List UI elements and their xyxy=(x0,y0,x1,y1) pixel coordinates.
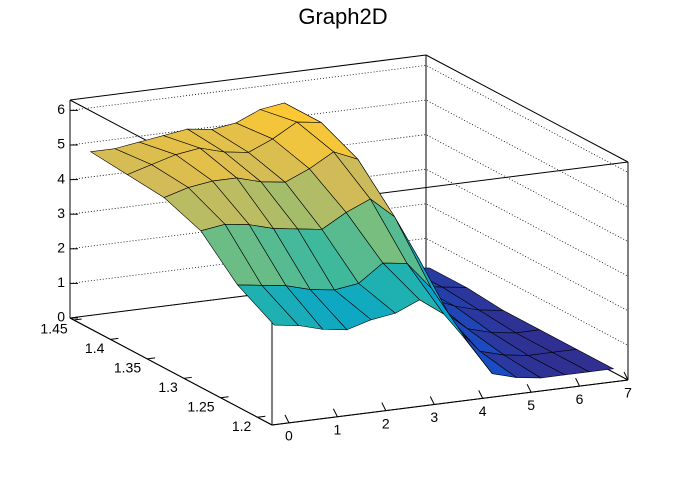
x-tick xyxy=(381,402,387,411)
x-axis-line xyxy=(271,379,629,426)
z-tick-label: 5 xyxy=(57,136,65,152)
y-tick xyxy=(220,396,229,399)
box-edge xyxy=(425,54,629,163)
surface-cell xyxy=(236,284,300,326)
z-tick-label: 1 xyxy=(57,274,65,290)
z-tick-label: 4 xyxy=(57,170,65,186)
y-tick-label: 1.45 xyxy=(40,321,67,337)
x-tick-label: 1 xyxy=(333,421,341,437)
y-tick-label: 1.35 xyxy=(114,360,141,376)
y-tick-label: 1.2 xyxy=(232,418,252,434)
y-tick xyxy=(110,337,119,340)
z-tick-label: 0 xyxy=(57,309,65,325)
z-tick-label: 3 xyxy=(57,205,65,221)
x-tick xyxy=(478,390,484,399)
y-tick-label: 1.4 xyxy=(85,340,105,356)
x-tick-label: 5 xyxy=(527,397,535,413)
x-tick xyxy=(575,377,581,387)
y-tick xyxy=(147,357,156,360)
chart-title: Graph2D xyxy=(298,4,387,29)
x-tick xyxy=(429,396,435,405)
x-tick-label: 0 xyxy=(285,428,293,444)
x-tick-label: 6 xyxy=(576,391,584,407)
x-tick xyxy=(332,408,338,417)
x-tick xyxy=(526,384,532,393)
y-axis-line xyxy=(69,317,273,426)
x-tick-label: 2 xyxy=(382,415,390,431)
y-tick xyxy=(257,415,266,418)
x-tick xyxy=(284,414,290,424)
box-edge xyxy=(69,54,427,101)
z-tick-label: 6 xyxy=(57,101,65,117)
x-tick-label: 4 xyxy=(479,403,487,419)
z-tick-label: 2 xyxy=(57,239,65,255)
y-tick xyxy=(73,318,82,321)
x-tick-label: 3 xyxy=(430,409,438,425)
y-tick xyxy=(183,376,192,379)
y-tick-label: 1.3 xyxy=(158,379,178,395)
x-tick xyxy=(623,371,629,381)
x-tick-label: 7 xyxy=(624,385,632,401)
y-tick-label: 1.25 xyxy=(187,398,214,414)
